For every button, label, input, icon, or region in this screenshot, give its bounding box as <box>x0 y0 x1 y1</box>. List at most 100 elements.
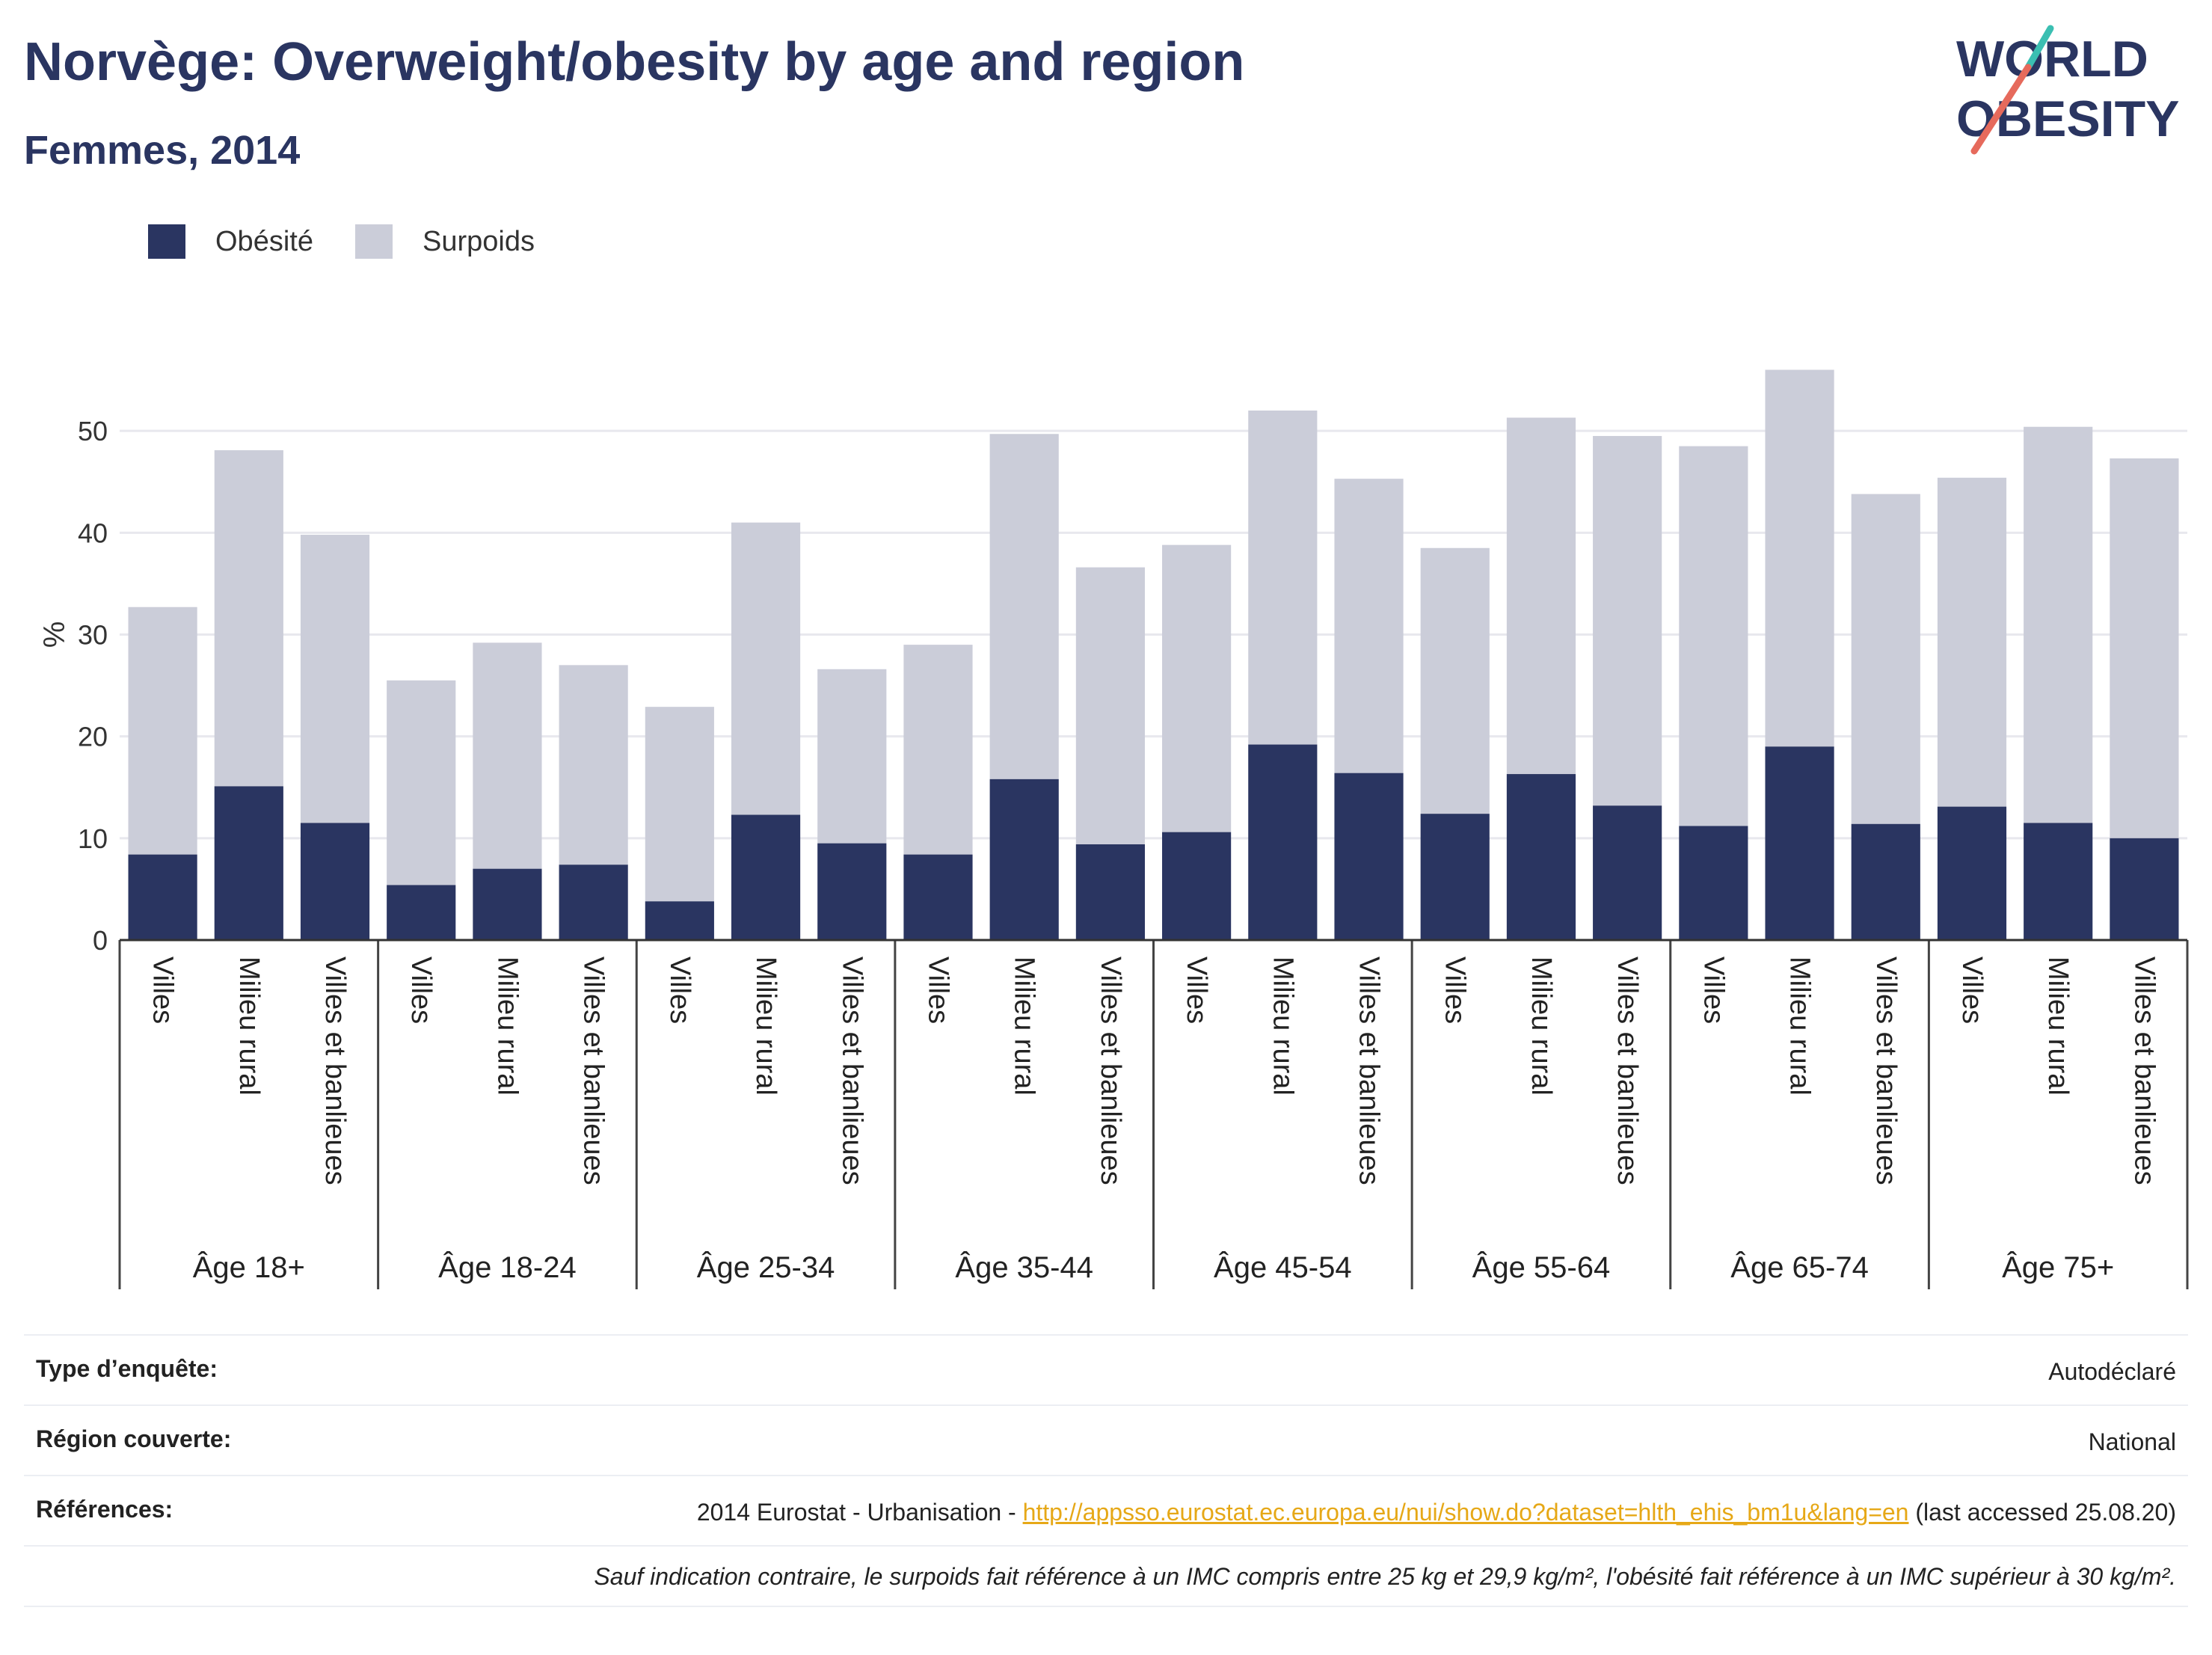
footer-label-references: Références: <box>36 1496 173 1523</box>
bar-obesity-5-2 <box>1593 805 1662 940</box>
bar-overweight-5-1 <box>1506 417 1576 775</box>
group-label-4: Âge 45-54 <box>1214 1250 1352 1284</box>
x-tick-label-4-0: Villes <box>1181 957 1212 1024</box>
legend-label-obesity: Obésité <box>215 225 313 257</box>
legend-swatch-obesity <box>148 224 185 259</box>
group-label-6: Âge 65-74 <box>1730 1250 1869 1284</box>
x-tick-label-5-0: Villes <box>1440 957 1471 1024</box>
x-tick-label-2-0: Villes <box>664 957 695 1024</box>
bar-overweight-5-2 <box>1593 435 1662 806</box>
bar-overweight-1-2 <box>559 665 628 865</box>
legend-item-overweight: Surpoids <box>354 224 535 259</box>
group-label-5: Âge 55-64 <box>1472 1250 1611 1284</box>
bar-obesity-7-0 <box>1937 806 2007 940</box>
x-tick-label-1-1: Milieu rural <box>491 957 523 1096</box>
group-label-0: Âge 18+ <box>193 1250 305 1284</box>
bar-obesity-2-0 <box>645 901 714 940</box>
x-tick-label-7-2: Villes et banlieues <box>2128 957 2160 1185</box>
footer-row-references: Références: 2014 Eurostat - Urbanisation… <box>24 1475 2188 1545</box>
bar-obesity-4-1 <box>1248 744 1318 940</box>
legend-item-obesity: Obésité <box>148 224 313 259</box>
bar-obesity-6-1 <box>1765 746 1834 940</box>
bar-overweight-7-1 <box>2024 426 2093 823</box>
x-tick-label-0-1: Milieu rural <box>233 957 265 1096</box>
bar-obesity-1-0 <box>387 885 456 940</box>
bar-obesity-0-0 <box>128 854 197 940</box>
info-footer: Type d’enquête: Autodéclaré Région couve… <box>24 1334 2188 1607</box>
bar-overweight-4-2 <box>1334 479 1404 773</box>
logo-line1: WORLD <box>1956 31 2148 87</box>
bar-overweight-1-0 <box>387 680 456 885</box>
legend-swatch-overweight <box>354 224 393 259</box>
bar-overweight-0-1 <box>214 450 283 787</box>
bar-obesity-4-0 <box>1162 832 1232 940</box>
x-tick-label-6-1: Milieu rural <box>1784 957 1816 1096</box>
x-tick-label-1-2: Villes et banlieues <box>578 957 609 1185</box>
bar-obesity-3-1 <box>989 779 1059 940</box>
footer-value-references: 2014 Eurostat - Urbanisation - http://ap… <box>697 1496 2176 1529</box>
x-tick-label-0-2: Villes et banlieues <box>319 957 351 1185</box>
bar-obesity-7-1 <box>2024 823 2093 940</box>
bar-overweight-0-2 <box>300 535 370 823</box>
footer-label-survey: Type d’enquête: <box>36 1355 218 1382</box>
bar-obesity-4-2 <box>1334 773 1404 940</box>
x-tick-label-4-2: Villes et banlieues <box>1354 957 1385 1185</box>
footnote: Sauf indication contraire, le surpoids f… <box>24 1545 2188 1607</box>
bar-overweight-6-2 <box>1851 494 1920 824</box>
bar-overweight-2-0 <box>645 707 714 902</box>
group-label-1: Âge 18-24 <box>438 1250 577 1284</box>
x-tick-label-3-0: Villes <box>922 957 953 1024</box>
footer-row-survey: Type d’enquête: Autodéclaré <box>24 1334 2188 1404</box>
bar-obesity-0-2 <box>300 823 370 940</box>
reference-link[interactable]: http://appsso.eurostat.ec.europa.eu/nui/… <box>1022 1499 1909 1526</box>
bar-overweight-3-2 <box>1075 567 1145 845</box>
bar-overweight-7-2 <box>2110 458 2179 838</box>
x-tick-label-7-0: Villes <box>1956 957 1988 1024</box>
group-label-3: Âge 35-44 <box>955 1250 1093 1284</box>
bar-overweight-1-1 <box>473 642 542 869</box>
footer-label-region: Région couverte: <box>36 1425 232 1452</box>
bar-overweight-4-1 <box>1248 410 1318 745</box>
bar-chart: 0 10 20 30 40 50% Villes Milieu rural Villes et … <box>38 369 2189 1289</box>
bar-obesity-6-0 <box>1679 826 1748 940</box>
x-tick-label-1-0: Villes <box>405 957 437 1024</box>
y-axis-label: % <box>38 621 71 648</box>
group-label-2: Âge 25-34 <box>697 1250 835 1284</box>
x-tick-label-2-2: Villes et banlieues <box>836 957 867 1185</box>
bar-obesity-5-0 <box>1420 814 1490 940</box>
bar-obesity-5-1 <box>1506 774 1576 940</box>
bar-overweight-6-0 <box>1679 446 1748 826</box>
logo-stroke-coral <box>1970 64 2032 155</box>
y-tick-label-30: 30 <box>78 620 108 651</box>
bar-obesity-6-2 <box>1851 823 1920 940</box>
reference-suffix: (last accessed 25.08.20) <box>1908 1499 2176 1526</box>
x-tick-label-7-1: Milieu rural <box>2042 957 2074 1096</box>
y-tick-label-10: 10 <box>78 823 108 854</box>
bar-obesity-3-0 <box>903 854 973 940</box>
logo-stroke-teal <box>2024 25 2054 71</box>
page-subtitle: Femmes, 2014 <box>24 128 301 173</box>
bar-overweight-2-2 <box>817 669 887 844</box>
group-label-7: Âge 75+ <box>2002 1250 2114 1284</box>
bar-overweight-0-0 <box>128 607 197 855</box>
bar-overweight-6-1 <box>1765 369 1834 747</box>
bar-obesity-2-2 <box>817 843 887 940</box>
bar-obesity-0-1 <box>214 786 283 940</box>
bar-overweight-2-1 <box>731 522 801 815</box>
reference-prefix: 2014 Eurostat - Urbanisation - <box>696 1499 1023 1526</box>
x-tick-label-4-1: Milieu rural <box>1267 957 1298 1096</box>
x-tick-label-0-0: Villes <box>147 957 179 1024</box>
footer-value-region: National <box>2088 1428 2176 1455</box>
x-tick-label-6-2: Villes et banlieues <box>1870 957 1902 1185</box>
bar-obesity-2-1 <box>731 814 801 940</box>
y-tick-label-0: 0 <box>93 925 108 956</box>
bar-overweight-7-0 <box>1937 477 2007 807</box>
x-tick-label-5-2: Villes et banlieues <box>1612 957 1643 1185</box>
x-tick-label-3-2: Villes et banlieues <box>1095 957 1126 1185</box>
x-tick-label-2-1: Milieu rural <box>750 957 781 1096</box>
y-tick-label-20: 20 <box>78 722 108 752</box>
footer-value-survey: Autodéclaré <box>2048 1358 2176 1385</box>
x-tick-label-5-1: Milieu rural <box>1526 957 1557 1096</box>
bar-overweight-4-0 <box>1162 544 1232 832</box>
legend-label-overweight: Surpoids <box>422 225 535 257</box>
